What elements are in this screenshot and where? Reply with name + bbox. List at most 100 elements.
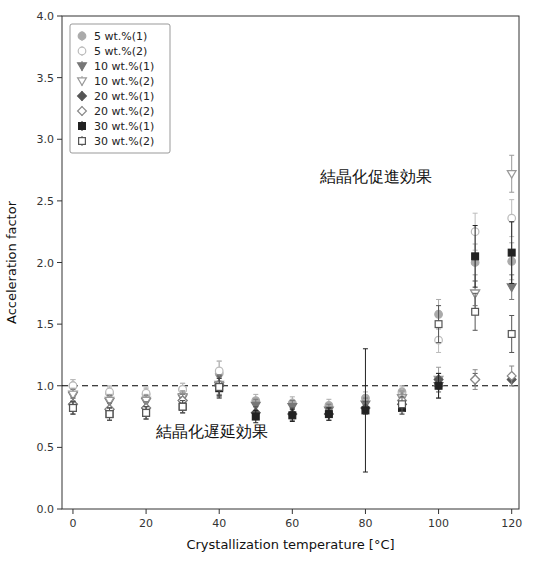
data-point [325,411,332,418]
y-tick-label: 4.0 [37,10,55,23]
y-tick [57,385,62,386]
x-tick [219,509,220,514]
annotation: 結晶化遅延効果 [155,422,268,441]
data-point [70,405,77,412]
data-point [106,388,114,396]
data-point [434,381,443,390]
data-point [69,391,78,399]
x-tick-label: 0 [69,517,76,530]
legend-label: 10 wt.%(2) [94,75,154,88]
series [69,155,517,406]
data-point [289,412,296,419]
legend-box [70,24,170,153]
x-tick-label: 100 [428,517,449,530]
legend-swatch [79,121,86,131]
legend-swatch [79,136,86,146]
series [69,275,517,417]
y-tick-label: 3.5 [37,72,55,85]
data-point [216,384,223,391]
data-point [215,383,224,391]
series [69,373,517,420]
legend-swatch [78,31,86,41]
y-tick-label: 1.0 [37,380,55,393]
legend-label: 5 wt.%(1) [94,30,147,43]
y-tick-label: 0.0 [37,503,55,516]
legend-label: 5 wt.%(2) [94,45,147,58]
legend-label: 30 wt.%(1) [94,120,154,133]
data-point [106,411,113,418]
error-bar [436,373,441,398]
error-bar [180,401,185,413]
data-point [398,400,407,409]
x-tick [365,509,366,514]
error-bar [436,373,441,398]
y-tick [57,139,62,140]
error-bar [180,401,185,413]
data-point [69,382,77,390]
y-axis-label: Acceleration factor [4,200,19,324]
chart: 0 20 40 60 80 100 120 0.0 0.5 1.0 1.5 2.0 2.5 3.0 3.5 4… [0,0,535,561]
error-bar [70,402,75,414]
error-bar [473,226,478,288]
y-tick [57,324,62,325]
data-point [143,409,150,416]
error-bar [290,409,295,421]
data-point [508,331,515,338]
data-point [507,371,516,380]
data-point [143,409,150,416]
error-bar [326,408,331,420]
error-bar [509,222,514,284]
data-point [472,253,479,260]
x-tick [511,509,512,514]
error-bar [107,408,112,420]
data-point [399,401,406,408]
error-bar [400,402,405,414]
error-bar [326,404,331,416]
data-point [362,407,369,414]
error-bar [436,306,441,343]
legend-swatch [78,91,87,101]
y-tick [57,200,62,201]
data-point [471,375,480,384]
error-bar [363,349,368,472]
x-tick-label: 60 [285,517,299,530]
data-point [252,413,259,420]
data-point [507,284,516,292]
error-bar [107,408,112,420]
legend-label: 30 wt.%(2) [94,135,154,148]
legend-swatch [78,61,87,71]
data-point [215,367,223,375]
y-tick [57,447,62,448]
x-tick-label: 120 [501,517,522,530]
data-point [508,214,516,222]
error-bar [144,407,149,419]
data-point [507,171,516,179]
data-point [69,382,77,390]
x-tick [146,509,147,514]
data-point [179,403,186,410]
data-point [324,410,333,419]
y-tick-label: 2.5 [37,195,55,208]
error-bar [473,293,478,330]
annotation: 結晶化促進効果 [319,167,432,186]
data-point [471,375,480,384]
data-point [472,308,479,315]
x-axis-label: Crystallization temperature [°C] [186,537,394,552]
error-bar [70,402,75,414]
legend-swatch [78,46,86,56]
error-bar [509,315,514,352]
legend-label: 20 wt.%(2) [94,105,154,118]
series [69,243,515,412]
y-tick-label: 0.5 [37,441,55,454]
legend-label: 20 wt.%(1) [94,90,154,103]
y-tick-label: 3.0 [37,133,55,146]
x-tick-label: 80 [358,517,372,530]
x-tick-label: 20 [139,517,153,530]
x-tick-label: 40 [212,517,226,530]
series [69,366,517,415]
error-bar [400,397,405,412]
y-tick [57,262,62,263]
y-tick-label: 1.5 [37,318,55,331]
y-tick-label: 2.0 [37,257,55,270]
y-tick [57,509,62,510]
